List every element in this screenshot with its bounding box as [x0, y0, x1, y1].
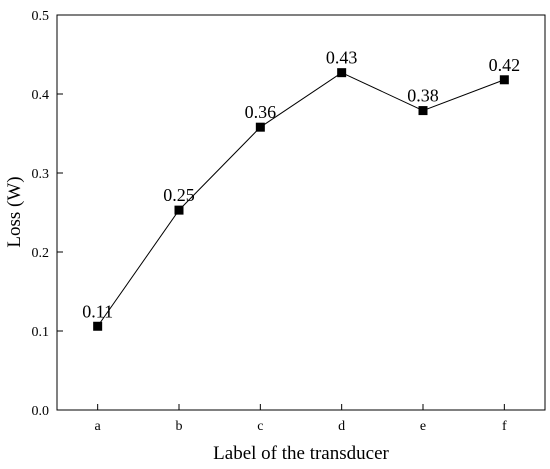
x-tick-label: e	[420, 419, 426, 434]
marker	[93, 321, 103, 331]
y-tick-label: 0.5	[32, 9, 50, 24]
x-axis-title: Label of the transducer	[213, 443, 389, 464]
value-label: 0.11	[82, 301, 113, 321]
x-tick-label: b	[176, 419, 183, 434]
value-label: 0.36	[245, 102, 277, 122]
marker	[255, 122, 265, 132]
x-tick-label: a	[95, 419, 102, 434]
x-tick-label: d	[338, 419, 345, 434]
plot-frame	[56, 14, 546, 411]
marker	[337, 68, 347, 78]
y-tick-label: 0.2	[32, 246, 50, 261]
x-tick-label: c	[257, 419, 263, 434]
y-tick-label: 0.0	[32, 404, 50, 419]
marker	[418, 106, 428, 116]
value-label: 0.43	[326, 48, 358, 68]
marker	[499, 75, 509, 85]
value-label: 0.38	[407, 86, 439, 106]
data-line	[97, 72, 505, 327]
value-label: 0.42	[489, 55, 521, 75]
y-axis-title: Loss (W)	[4, 176, 25, 247]
value-label: 0.25	[163, 185, 195, 205]
x-tick-label: f	[502, 419, 507, 434]
y-tick-label: 0.3	[32, 167, 50, 182]
y-tick-label: 0.4	[32, 88, 50, 103]
marker	[174, 205, 184, 215]
y-tick-label: 0.1	[32, 325, 50, 340]
